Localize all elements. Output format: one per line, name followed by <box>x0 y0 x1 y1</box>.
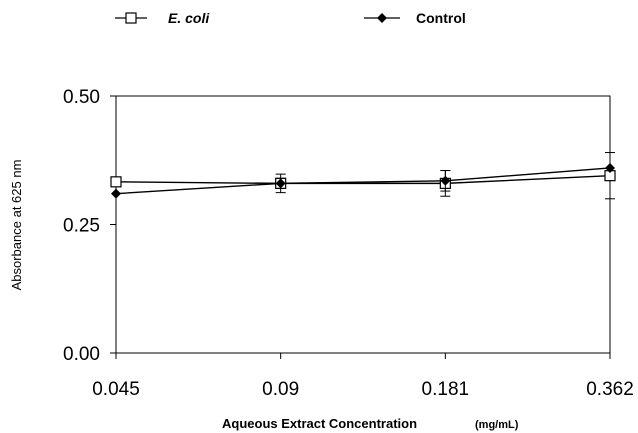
plot-area <box>115 95 611 354</box>
x-tick-label: 0.09 <box>262 379 299 400</box>
legend-label-control: Control <box>416 10 466 26</box>
data-point <box>110 176 122 188</box>
x-axis-label: Aqueous Extract Concentration <box>222 416 417 431</box>
y-tick-label: 0.50 <box>63 87 100 108</box>
series-ecoli <box>110 152 616 200</box>
x-axis-unit: (mg/mL) <box>475 419 519 431</box>
legend: E. coli Control <box>115 10 466 26</box>
y-axis-label: Absorbance at 625 nm <box>9 160 24 291</box>
data-point <box>440 175 451 186</box>
x-tick-label: 0.181 <box>422 379 470 400</box>
data-point <box>111 188 121 199</box>
legend-item-control: Control <box>364 10 466 26</box>
series-line <box>115 174 611 185</box>
series-control <box>111 162 615 199</box>
series-layer <box>110 152 616 200</box>
data-point <box>275 178 286 189</box>
y-tick-label: 0.00 <box>63 344 100 365</box>
legend-item-ecoli: E. coli <box>115 10 210 26</box>
x-tick-label: 0.362 <box>586 379 634 400</box>
y-tick-label: 0.25 <box>63 216 100 237</box>
series-line <box>115 167 611 195</box>
legend-marker-ecoli <box>125 12 137 24</box>
legend-label-ecoli: E. coli <box>168 10 210 26</box>
legend-marker-control <box>377 13 387 23</box>
axis-ticks: 0.00 0.25 0.50 0.045 0.09 0.181 0.362 <box>63 87 634 400</box>
data-point <box>605 162 615 173</box>
x-tick-label: 0.045 <box>92 379 140 400</box>
